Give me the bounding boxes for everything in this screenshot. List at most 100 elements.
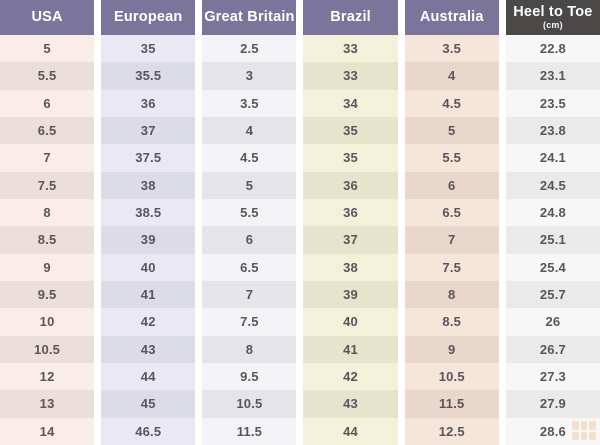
table-cell: 25.7 xyxy=(505,281,600,309)
table-cell: 27.9 xyxy=(505,390,600,418)
table-cell: 39 xyxy=(303,281,398,309)
table-cell: 35 xyxy=(101,35,196,63)
table-cell: 36 xyxy=(303,171,398,199)
table-cell: 39 xyxy=(101,226,196,254)
table-cell: 41 xyxy=(101,281,196,309)
column-header-australia: Australia xyxy=(404,0,499,35)
table-cell: 3.5 xyxy=(202,89,297,117)
table-cell: 46.5 xyxy=(101,417,196,445)
table-cell: 38.5 xyxy=(101,199,196,227)
table-cell: 3.5 xyxy=(404,35,499,63)
column-header-heel-to-toe: Heel to Toe (cm) xyxy=(505,0,600,35)
table-cell: 11.5 xyxy=(202,417,297,445)
table-cell: 42 xyxy=(303,363,398,391)
table-cell: 41 xyxy=(303,335,398,363)
table-cell: 24.5 xyxy=(505,171,600,199)
table-cell: 7 xyxy=(404,226,499,254)
table-cell: 10 xyxy=(0,308,95,336)
table-cell: 35.5 xyxy=(101,62,196,90)
table-cell: 2.5 xyxy=(202,35,297,63)
table-cell: 37 xyxy=(101,117,196,145)
table-cell: 13 xyxy=(0,390,95,418)
table-cell: 22.8 xyxy=(505,35,600,63)
table-cell: 7 xyxy=(0,144,95,172)
table-cell: 35 xyxy=(303,144,398,172)
table-cell: 6 xyxy=(404,171,499,199)
table-cell: 9 xyxy=(0,253,95,281)
table-cell: 8 xyxy=(404,281,499,309)
table-cell: 37 xyxy=(303,226,398,254)
table-cell: 23.8 xyxy=(505,117,600,145)
table-cell: 7 xyxy=(202,281,297,309)
table-cell: 4.5 xyxy=(404,89,499,117)
table-cell: 42 xyxy=(101,308,196,336)
table-cell: 11.5 xyxy=(404,390,499,418)
heel-to-toe-label: Heel to Toe xyxy=(513,3,593,20)
table-cell: 44 xyxy=(101,363,196,391)
table-cell: 8 xyxy=(202,335,297,363)
table-cell: 33 xyxy=(303,35,398,63)
table-cell: 35 xyxy=(303,117,398,145)
table-cell: 38 xyxy=(101,171,196,199)
table-cell: 8 xyxy=(0,199,95,227)
table-cell: 9.5 xyxy=(0,281,95,309)
table-cell: 37.5 xyxy=(101,144,196,172)
table-cell: 25.1 xyxy=(505,226,600,254)
table-cell: 12.5 xyxy=(404,417,499,445)
table-cell: 9 xyxy=(404,335,499,363)
table-cell: 43 xyxy=(303,390,398,418)
table-cell: 26.7 xyxy=(505,335,600,363)
table-cell: 5 xyxy=(202,171,297,199)
watermark-logo-icon xyxy=(572,421,596,440)
table-cell: 6 xyxy=(202,226,297,254)
table-cell: 36 xyxy=(303,199,398,227)
column-header-usa: USA xyxy=(0,0,95,35)
table-cell: 23.5 xyxy=(505,89,600,117)
column-header-european: European xyxy=(101,0,196,35)
table-cell: 14 xyxy=(0,417,95,445)
table-cell: 4 xyxy=(404,62,499,90)
table-cell: 5 xyxy=(0,35,95,63)
table-cell: 34 xyxy=(303,89,398,117)
table-cell: 5.5 xyxy=(404,144,499,172)
table-cell: 24.8 xyxy=(505,199,600,227)
table-cell: 4.5 xyxy=(202,144,297,172)
table-cell: 44 xyxy=(303,417,398,445)
table-cell: 33 xyxy=(303,62,398,90)
table-cell: 6.5 xyxy=(404,199,499,227)
table-cell: 5.5 xyxy=(0,62,95,90)
table-cell: 8.5 xyxy=(0,226,95,254)
heel-to-toe-unit-label: (cm) xyxy=(543,19,563,30)
table-cell: 27.3 xyxy=(505,363,600,391)
table-cell: 38 xyxy=(303,253,398,281)
table-cell: 7.5 xyxy=(404,253,499,281)
table-cell: 24.1 xyxy=(505,144,600,172)
table-cell: 6.5 xyxy=(0,117,95,145)
table-cell: 7.5 xyxy=(202,308,297,336)
table-cell: 23.1 xyxy=(505,62,600,90)
table-cell: 6 xyxy=(0,89,95,117)
table-cell: 3 xyxy=(202,62,297,90)
table-cell: 7.5 xyxy=(0,171,95,199)
table-cell: 5 xyxy=(404,117,499,145)
table-cell: 25.4 xyxy=(505,253,600,281)
table-cell: 45 xyxy=(101,390,196,418)
column-header-brazil: Brazil xyxy=(303,0,398,35)
table-cell: 40 xyxy=(101,253,196,281)
table-cell: 4 xyxy=(202,117,297,145)
table-cell: 12 xyxy=(0,363,95,391)
table-cell: 28.6 xyxy=(505,417,600,445)
table-cell: 26 xyxy=(505,308,600,336)
table-cell: 6.5 xyxy=(202,253,297,281)
column-header-great-britain: Great Britain xyxy=(202,0,297,35)
table-cell: 5.5 xyxy=(202,199,297,227)
table-cell: 9.5 xyxy=(202,363,297,391)
table-cell: 40 xyxy=(303,308,398,336)
table-cell: 43 xyxy=(101,335,196,363)
table-cell: 10.5 xyxy=(404,363,499,391)
table-cell: 36 xyxy=(101,89,196,117)
table-cell: 8.5 xyxy=(404,308,499,336)
table-cell: 10.5 xyxy=(0,335,95,363)
